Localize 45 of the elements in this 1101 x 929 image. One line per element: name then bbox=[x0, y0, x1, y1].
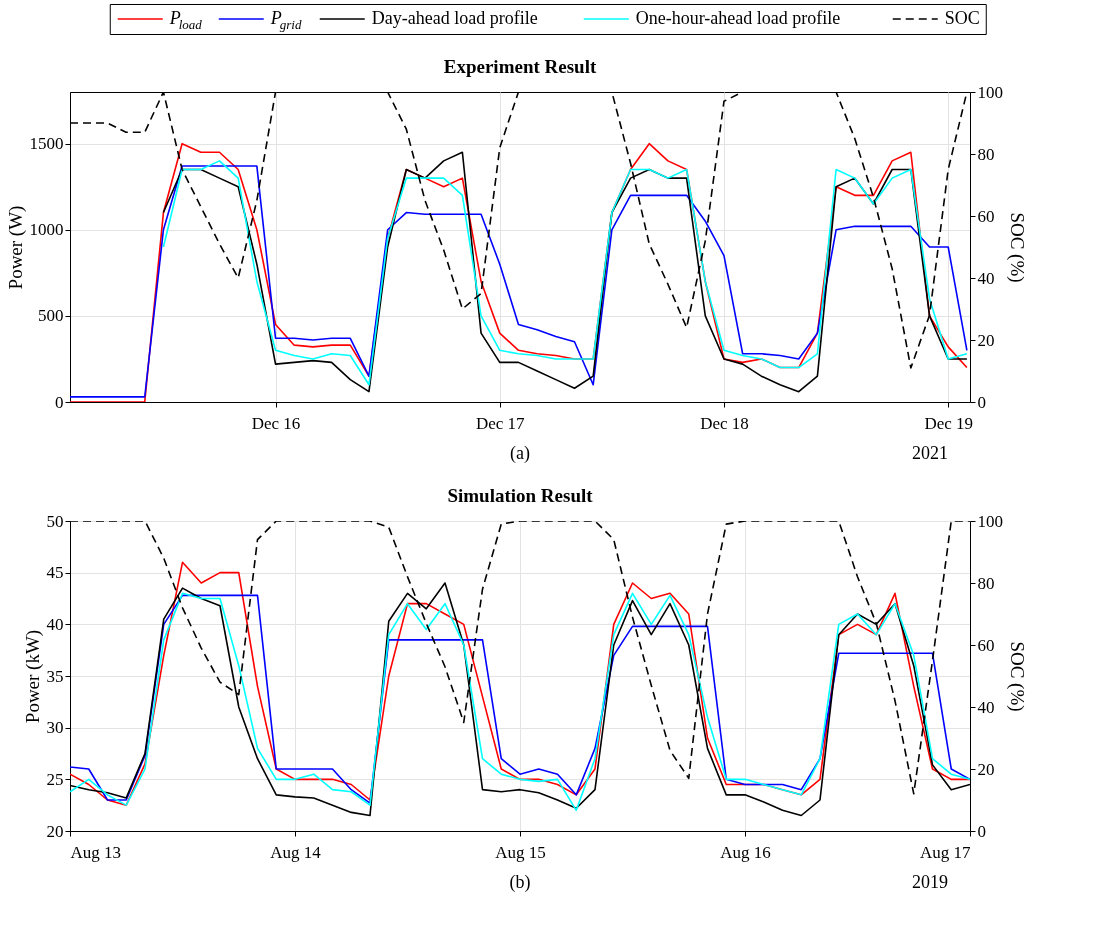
y-tick-label: 20 bbox=[46, 821, 64, 841]
x-tick-label: Aug 17 bbox=[919, 842, 971, 862]
y2-tick-label: 20 bbox=[977, 759, 995, 779]
y-tick-label: 25 bbox=[46, 769, 64, 789]
legend-label: One-hour-ahead load profile bbox=[635, 8, 841, 28]
y-tick-label: 0 bbox=[55, 392, 64, 412]
y-tick-label: 35 bbox=[46, 666, 64, 686]
y2-tick-label: 100 bbox=[977, 82, 1003, 102]
y2-tick-label: 100 bbox=[977, 511, 1003, 531]
x-tick-label: Dec 18 bbox=[700, 413, 749, 433]
text: (a) bbox=[510, 443, 530, 464]
y2-tick-label: 60 bbox=[977, 635, 995, 655]
x-tick-label: Dec 19 bbox=[924, 413, 974, 433]
y2-tick-label: 40 bbox=[977, 697, 995, 717]
y2-tick-label: 0 bbox=[977, 821, 986, 841]
legend-label: Day-ahead load profile bbox=[371, 8, 538, 28]
text: (b) bbox=[509, 872, 531, 893]
x-tick-label: Dec 17 bbox=[475, 413, 526, 433]
y-axis-title: Power (W) bbox=[4, 205, 27, 290]
y2-tick-label: 80 bbox=[977, 573, 995, 593]
x-tick-label: Dec 16 bbox=[251, 413, 301, 433]
y-tick-label: 30 bbox=[46, 718, 64, 738]
y2-axis-title: SOC (%) bbox=[1006, 641, 1028, 712]
y-tick-label: 50 bbox=[46, 511, 64, 531]
y2-tick-label: 40 bbox=[977, 268, 995, 288]
y2-axis-title: SOC (%) bbox=[1006, 212, 1028, 283]
y-tick-label: 1500 bbox=[29, 134, 64, 154]
x-tick-label: Aug 13 bbox=[70, 842, 122, 862]
x-tick-label: Aug 15 bbox=[495, 842, 546, 862]
x-tick-label: Aug 16 bbox=[720, 842, 771, 862]
y-tick-label: 1000 bbox=[29, 220, 64, 240]
y2-tick-label: 80 bbox=[977, 144, 995, 164]
y-axis-title: Power (kW) bbox=[21, 629, 44, 724]
y2-tick-label: 60 bbox=[977, 206, 995, 226]
y-tick-label: 45 bbox=[46, 563, 64, 583]
text: 2021 bbox=[912, 443, 948, 463]
legend-label: SOC bbox=[944, 8, 980, 28]
y-tick-label: 40 bbox=[46, 614, 64, 634]
y-tick-label: 500 bbox=[38, 306, 64, 326]
chart-title: Simulation Result bbox=[447, 485, 594, 506]
chart-title: Experiment Result bbox=[443, 56, 597, 77]
y2-tick-label: 20 bbox=[977, 330, 995, 350]
x-tick-label: Aug 14 bbox=[270, 842, 322, 862]
y2-tick-label: 0 bbox=[977, 392, 986, 412]
text: 2019 bbox=[912, 872, 948, 892]
